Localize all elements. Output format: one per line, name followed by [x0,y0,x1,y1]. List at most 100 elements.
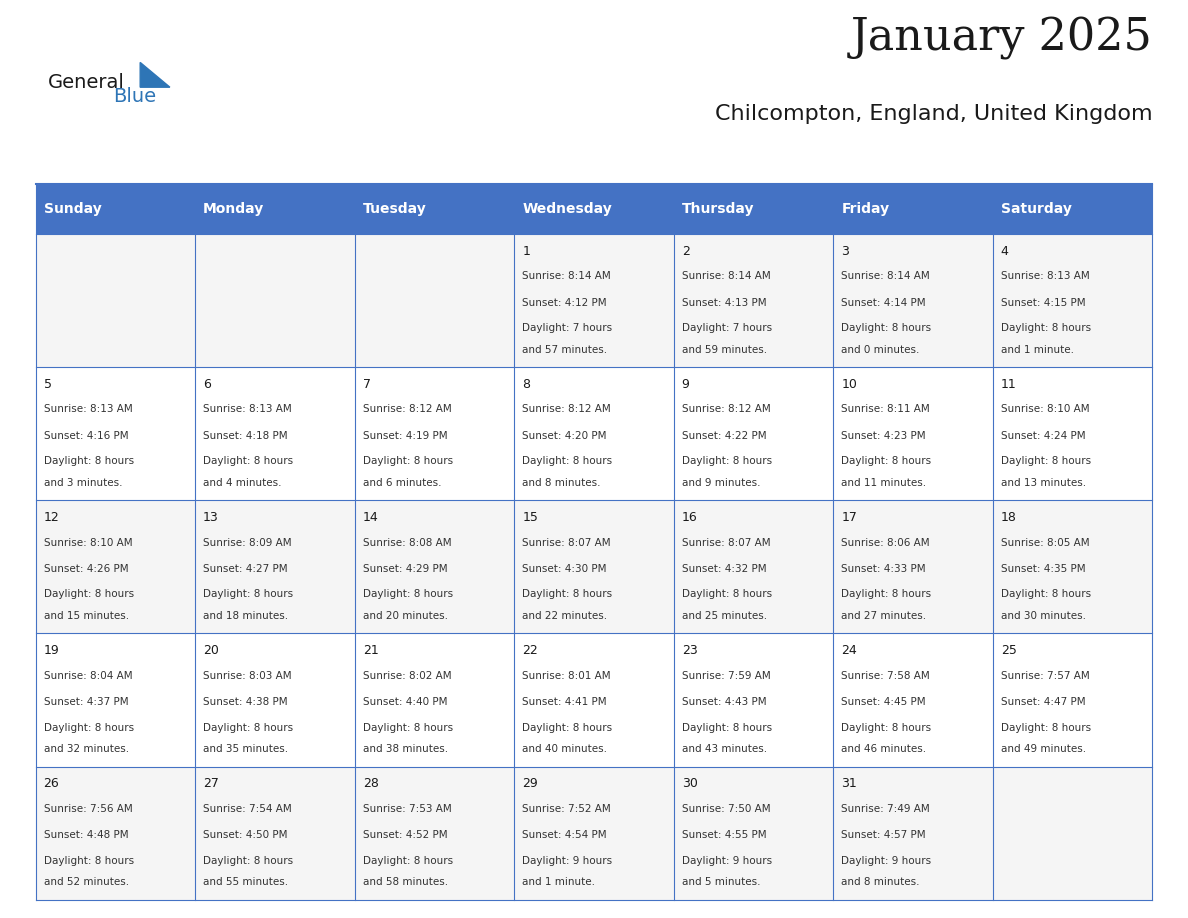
Text: Sunset: 4:19 PM: Sunset: 4:19 PM [362,431,448,441]
Text: 1: 1 [523,245,530,258]
Text: Sunrise: 7:53 AM: Sunrise: 7:53 AM [362,804,451,813]
Text: Sunrise: 8:11 AM: Sunrise: 8:11 AM [841,405,930,414]
FancyBboxPatch shape [833,234,993,367]
Text: 13: 13 [203,511,219,524]
FancyBboxPatch shape [514,184,674,234]
Text: 12: 12 [44,511,59,524]
Text: Sunrise: 8:10 AM: Sunrise: 8:10 AM [1000,405,1089,414]
Text: Daylight: 8 hours: Daylight: 8 hours [44,856,134,866]
Text: and 11 minutes.: and 11 minutes. [841,477,927,487]
Text: Sunrise: 8:09 AM: Sunrise: 8:09 AM [203,538,292,547]
Text: 15: 15 [523,511,538,524]
Text: 4: 4 [1000,245,1009,258]
Text: Sunrise: 8:07 AM: Sunrise: 8:07 AM [682,538,770,547]
Text: and 55 minutes.: and 55 minutes. [203,877,289,887]
Text: Sunrise: 7:50 AM: Sunrise: 7:50 AM [682,804,770,813]
FancyBboxPatch shape [36,767,195,900]
Text: Sunset: 4:57 PM: Sunset: 4:57 PM [841,831,925,840]
Text: and 46 minutes.: and 46 minutes. [841,744,927,754]
Text: 27: 27 [203,778,219,790]
Text: Daylight: 8 hours: Daylight: 8 hours [841,722,931,733]
Text: Sunset: 4:35 PM: Sunset: 4:35 PM [1000,565,1086,574]
Text: Daylight: 8 hours: Daylight: 8 hours [841,589,931,599]
Text: and 3 minutes.: and 3 minutes. [44,477,122,487]
Text: Sunset: 4:15 PM: Sunset: 4:15 PM [1000,298,1086,308]
Text: Sunset: 4:32 PM: Sunset: 4:32 PM [682,565,766,574]
FancyBboxPatch shape [674,767,833,900]
Text: Sunrise: 7:49 AM: Sunrise: 7:49 AM [841,804,930,813]
Text: Daylight: 9 hours: Daylight: 9 hours [523,856,612,866]
Text: and 57 minutes.: and 57 minutes. [523,344,607,354]
Text: and 13 minutes.: and 13 minutes. [1000,477,1086,487]
Text: Sunset: 4:23 PM: Sunset: 4:23 PM [841,431,925,441]
Text: Daylight: 8 hours: Daylight: 8 hours [523,456,612,466]
Text: Daylight: 8 hours: Daylight: 8 hours [203,456,293,466]
FancyBboxPatch shape [195,367,355,500]
Text: Sunrise: 8:12 AM: Sunrise: 8:12 AM [523,405,611,414]
Text: Sunrise: 8:06 AM: Sunrise: 8:06 AM [841,538,930,547]
Text: Daylight: 8 hours: Daylight: 8 hours [203,856,293,866]
FancyBboxPatch shape [355,367,514,500]
FancyBboxPatch shape [195,633,355,767]
Text: Friday: Friday [841,202,890,216]
Text: and 27 minutes.: and 27 minutes. [841,610,927,621]
Text: Daylight: 8 hours: Daylight: 8 hours [523,722,612,733]
Text: Sunset: 4:45 PM: Sunset: 4:45 PM [841,698,925,707]
FancyBboxPatch shape [355,500,514,633]
Text: and 18 minutes.: and 18 minutes. [203,610,289,621]
FancyBboxPatch shape [833,767,993,900]
Text: and 58 minutes.: and 58 minutes. [362,877,448,887]
Text: and 43 minutes.: and 43 minutes. [682,744,767,754]
Text: 29: 29 [523,778,538,790]
Text: Sunrise: 8:03 AM: Sunrise: 8:03 AM [203,671,292,680]
Text: Sunset: 4:47 PM: Sunset: 4:47 PM [1000,698,1086,707]
Text: 20: 20 [203,644,219,657]
FancyBboxPatch shape [355,767,514,900]
FancyBboxPatch shape [36,500,195,633]
Text: 22: 22 [523,644,538,657]
Text: and 0 minutes.: and 0 minutes. [841,344,920,354]
Text: Sunset: 4:30 PM: Sunset: 4:30 PM [523,565,607,574]
Text: 11: 11 [1000,378,1017,391]
Text: Sunset: 4:40 PM: Sunset: 4:40 PM [362,698,447,707]
Text: Blue: Blue [113,87,156,106]
FancyBboxPatch shape [195,184,355,234]
FancyBboxPatch shape [993,234,1152,367]
Text: Sunrise: 8:14 AM: Sunrise: 8:14 AM [841,272,930,281]
Text: 26: 26 [44,778,59,790]
Text: Sunrise: 8:02 AM: Sunrise: 8:02 AM [362,671,451,680]
Text: Tuesday: Tuesday [362,202,426,216]
Text: Sunrise: 8:10 AM: Sunrise: 8:10 AM [44,538,132,547]
Text: Sunset: 4:26 PM: Sunset: 4:26 PM [44,565,128,574]
Text: Sunset: 4:12 PM: Sunset: 4:12 PM [523,298,607,308]
Text: Wednesday: Wednesday [523,202,612,216]
Text: Sunset: 4:43 PM: Sunset: 4:43 PM [682,698,766,707]
Text: Daylight: 8 hours: Daylight: 8 hours [1000,456,1091,466]
Text: Sunset: 4:14 PM: Sunset: 4:14 PM [841,298,925,308]
Text: and 30 minutes.: and 30 minutes. [1000,610,1086,621]
Text: and 59 minutes.: and 59 minutes. [682,344,767,354]
Text: Sunrise: 8:13 AM: Sunrise: 8:13 AM [44,405,132,414]
Text: and 1 minute.: and 1 minute. [523,877,595,887]
Text: Sunrise: 8:14 AM: Sunrise: 8:14 AM [682,272,771,281]
Text: Sunday: Sunday [44,202,101,216]
Text: 7: 7 [362,378,371,391]
Text: Sunset: 4:22 PM: Sunset: 4:22 PM [682,431,766,441]
Text: Saturday: Saturday [1000,202,1072,216]
Text: Daylight: 8 hours: Daylight: 8 hours [203,722,293,733]
Text: 30: 30 [682,778,697,790]
Text: Sunrise: 7:59 AM: Sunrise: 7:59 AM [682,671,771,680]
Text: Sunrise: 8:04 AM: Sunrise: 8:04 AM [44,671,132,680]
Text: 23: 23 [682,644,697,657]
Text: Daylight: 8 hours: Daylight: 8 hours [682,589,772,599]
Text: 17: 17 [841,511,858,524]
Text: Sunset: 4:18 PM: Sunset: 4:18 PM [203,431,287,441]
Text: and 6 minutes.: and 6 minutes. [362,477,441,487]
Text: Daylight: 8 hours: Daylight: 8 hours [203,589,293,599]
Text: Daylight: 8 hours: Daylight: 8 hours [1000,323,1091,333]
Text: Daylight: 8 hours: Daylight: 8 hours [841,323,931,333]
Text: Daylight: 8 hours: Daylight: 8 hours [1000,722,1091,733]
Text: and 38 minutes.: and 38 minutes. [362,744,448,754]
FancyBboxPatch shape [514,767,674,900]
FancyBboxPatch shape [993,767,1152,900]
